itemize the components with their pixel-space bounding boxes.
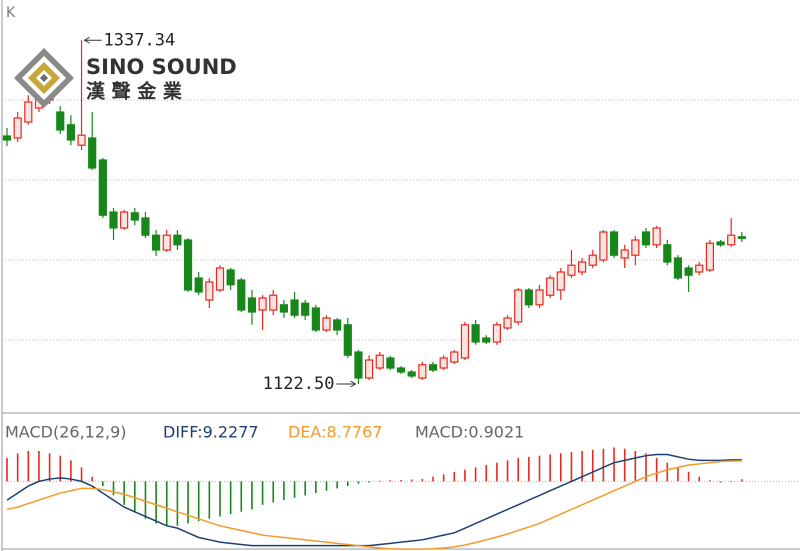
candle-body bbox=[109, 211, 118, 229]
candle-body bbox=[716, 241, 725, 246]
candle-body bbox=[471, 324, 480, 343]
legend-entry: MACD:0.9021 bbox=[415, 423, 524, 442]
candle-body bbox=[737, 236, 746, 239]
candle-body bbox=[333, 319, 342, 331]
candle-body bbox=[705, 242, 715, 271]
panel-title: K bbox=[6, 5, 16, 21]
legend-entry: DEA:8.7767 bbox=[288, 423, 382, 442]
macd-line bbox=[6, 460, 742, 550]
candle-body bbox=[215, 267, 225, 291]
candle-body bbox=[620, 249, 629, 259]
candle-body bbox=[2, 135, 12, 141]
candle-body bbox=[577, 261, 587, 273]
candle-body bbox=[88, 137, 97, 169]
annotation: 1122.50 bbox=[263, 374, 335, 394]
candle-body bbox=[418, 364, 427, 379]
candle-body bbox=[247, 297, 257, 313]
candle-body bbox=[311, 307, 320, 331]
candle-body bbox=[141, 217, 150, 236]
candle-body bbox=[375, 354, 384, 369]
candle-body bbox=[162, 234, 171, 251]
candle-body bbox=[130, 212, 139, 221]
candle-body bbox=[66, 124, 76, 141]
candle-body bbox=[269, 294, 278, 311]
candle-body bbox=[556, 271, 565, 291]
candle-body bbox=[205, 281, 214, 301]
candle-body bbox=[279, 304, 288, 313]
candle-body bbox=[450, 351, 459, 363]
annotation-arrowhead bbox=[83, 36, 90, 44]
candle-body bbox=[183, 239, 193, 291]
candle-body bbox=[24, 101, 33, 123]
candle-body bbox=[258, 297, 267, 311]
candle-body bbox=[609, 231, 619, 256]
candle-body bbox=[173, 234, 182, 246]
candle-body bbox=[673, 257, 683, 279]
candle-body bbox=[386, 357, 395, 369]
candle-body bbox=[407, 371, 416, 377]
candle-body bbox=[77, 134, 86, 146]
candle-body bbox=[535, 289, 544, 306]
logo-subtitle: 漢 聲 金 業 bbox=[86, 80, 183, 103]
candle-body bbox=[439, 357, 448, 369]
candle-body bbox=[514, 289, 523, 323]
legend-entry: DIFF:9.2277 bbox=[163, 423, 259, 442]
candle-body bbox=[460, 324, 470, 359]
candle-body bbox=[652, 227, 661, 246]
candle-body bbox=[396, 367, 406, 373]
candle-body bbox=[343, 324, 352, 356]
candle-body bbox=[13, 117, 22, 139]
candles bbox=[2, 40, 746, 384]
candle-body bbox=[120, 211, 129, 229]
candle-body bbox=[695, 264, 704, 273]
annotation-arrowhead bbox=[350, 380, 357, 388]
candle-body bbox=[365, 359, 374, 379]
candle-body bbox=[727, 234, 736, 246]
candle-body bbox=[354, 351, 363, 379]
candle-body bbox=[428, 364, 438, 371]
candle-body bbox=[567, 264, 576, 276]
candle-body bbox=[663, 244, 672, 263]
candle-body bbox=[599, 231, 608, 261]
logo-icon bbox=[14, 48, 74, 108]
candle-body bbox=[492, 324, 501, 343]
candle-body bbox=[322, 317, 331, 331]
candle-body bbox=[56, 111, 65, 131]
candle-body bbox=[684, 267, 693, 276]
candle-body bbox=[237, 279, 246, 311]
candle-body bbox=[588, 254, 597, 266]
candle-body bbox=[194, 277, 203, 293]
candle-body bbox=[546, 277, 555, 296]
candle-body bbox=[301, 302, 310, 316]
candle-body bbox=[152, 234, 161, 251]
candle-body bbox=[226, 269, 235, 286]
candle-body bbox=[98, 159, 107, 216]
logo-name: SINO SOUND bbox=[86, 55, 237, 79]
candle-body bbox=[503, 317, 512, 329]
candle-body bbox=[631, 239, 640, 256]
candle-body bbox=[641, 231, 651, 246]
candle-body bbox=[482, 337, 491, 343]
candle-body bbox=[524, 289, 533, 306]
macd-line bbox=[6, 453, 742, 547]
annotation: 1337.34 bbox=[104, 30, 176, 50]
candle-body bbox=[290, 299, 299, 316]
macd-title: MACD(26,12,9) bbox=[5, 423, 127, 442]
